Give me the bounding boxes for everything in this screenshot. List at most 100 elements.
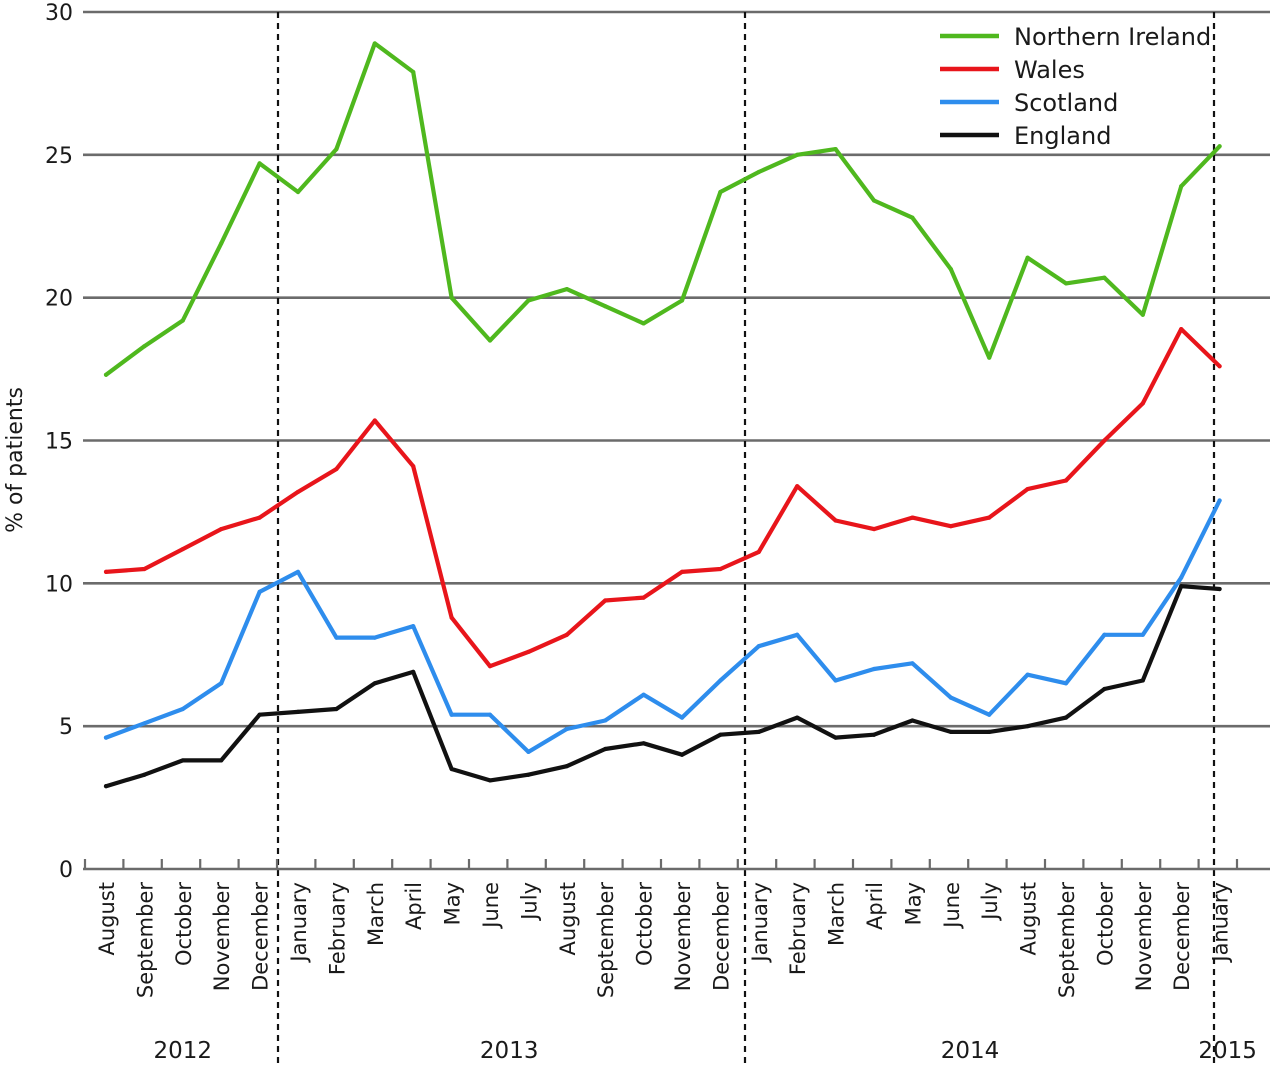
data-point-scotland [1025, 672, 1030, 677]
data-point-england [603, 746, 608, 752]
data-point-northern-ireland [1025, 255, 1030, 260]
data-point-england [564, 764, 569, 769]
year-label: 2013 [480, 1038, 539, 1064]
x-tick-label: January [748, 882, 772, 964]
data-point-scotland [795, 632, 800, 637]
series-line-england [103, 584, 1222, 789]
y-tick-label: 25 [45, 144, 73, 169]
data-point-northern-ireland [910, 215, 915, 220]
data-point-northern-ireland [411, 69, 416, 75]
x-tick-label: May [441, 882, 465, 925]
data-point-northern-ireland [641, 321, 646, 326]
data-point-scotland [372, 635, 377, 640]
data-point-scotland [334, 635, 339, 640]
data-point-scotland [1179, 575, 1184, 580]
data-point-england [411, 669, 416, 674]
data-point-northern-ireland [1140, 312, 1145, 317]
data-point-wales [411, 464, 416, 469]
data-point-scotland [1217, 498, 1222, 503]
legend-label: Northern Ireland [1014, 23, 1211, 51]
data-point-england [449, 766, 454, 772]
data-point-wales [641, 595, 646, 600]
data-point-scotland [411, 624, 416, 629]
data-point-wales [295, 489, 301, 495]
data-point-england [679, 752, 685, 757]
data-point-wales [987, 515, 992, 520]
data-point-england [756, 729, 761, 734]
x-tick-label: August [1017, 882, 1041, 956]
data-point-wales [1063, 478, 1069, 483]
x-tick-label: October [633, 882, 657, 966]
x-tick-label: March [364, 882, 388, 946]
data-point-wales [526, 649, 531, 654]
data-point-scotland [257, 589, 262, 595]
x-tick-label: May [901, 882, 925, 925]
data-point-scotland [180, 706, 185, 712]
data-point-scotland [756, 644, 761, 649]
data-point-england [1102, 686, 1107, 692]
data-point-scotland [833, 678, 838, 683]
data-point-wales [679, 569, 685, 575]
data-point-wales [180, 546, 185, 552]
data-point-northern-ireland [219, 241, 224, 246]
data-point-northern-ireland [987, 355, 992, 360]
data-point-northern-ireland [1179, 184, 1184, 189]
data-point-northern-ireland [334, 147, 339, 152]
x-tick-label: November [671, 882, 695, 992]
data-point-northern-ireland [180, 318, 185, 323]
x-tick-label: December [1170, 882, 1194, 991]
data-point-wales [564, 632, 569, 637]
data-point-wales [257, 515, 262, 520]
data-point-england [334, 706, 339, 712]
data-point-scotland [526, 749, 531, 754]
x-tick-label: December [709, 882, 733, 991]
data-point-wales [219, 526, 224, 532]
data-point-england [718, 732, 723, 737]
data-point-wales [487, 664, 493, 669]
data-point-england [180, 758, 185, 763]
series-line-northern-ireland [103, 41, 1222, 377]
data-point-england [795, 715, 800, 720]
data-point-northern-ireland [295, 189, 301, 195]
data-point-england [1063, 715, 1069, 720]
data-point-wales [1102, 438, 1107, 443]
data-point-england [103, 784, 109, 789]
data-point-northern-ireland [564, 286, 569, 292]
data-point-england [142, 772, 147, 777]
data-point-northern-ireland [718, 189, 723, 195]
data-point-england [372, 681, 377, 686]
data-point-wales [103, 569, 109, 575]
x-tick-label: September [133, 882, 157, 998]
data-point-england [487, 778, 493, 783]
data-point-scotland [1102, 632, 1107, 637]
data-point-england [1025, 724, 1030, 729]
data-point-england [987, 729, 992, 734]
y-tick-label: 20 [45, 287, 73, 312]
data-point-northern-ireland [103, 372, 109, 377]
x-tick-label: January [1209, 882, 1233, 964]
x-tick-label: July [517, 882, 541, 922]
data-point-northern-ireland [372, 41, 377, 46]
x-tick-label: April [402, 882, 426, 930]
data-point-scotland [449, 712, 454, 717]
data-point-wales [603, 598, 608, 603]
y-tick-label: 0 [59, 858, 73, 883]
x-tick-label: November [1132, 882, 1156, 992]
data-point-england [526, 772, 531, 777]
data-point-northern-ireland [142, 344, 147, 349]
data-point-northern-ireland [487, 338, 493, 343]
y-tick-label: 30 [45, 1, 73, 26]
y-tick-label: 10 [45, 572, 73, 597]
data-point-wales [948, 524, 953, 529]
data-point-scotland [603, 718, 608, 723]
x-tick-label: March [825, 882, 849, 946]
data-point-northern-ireland [1102, 275, 1107, 280]
data-point-wales [871, 526, 877, 532]
data-point-wales [449, 615, 454, 620]
data-point-northern-ireland [948, 267, 953, 272]
series-line-wales [103, 327, 1222, 669]
data-point-wales [756, 549, 761, 555]
data-point-northern-ireland [871, 198, 877, 203]
x-tick-label: February [786, 882, 810, 975]
data-point-england [219, 758, 224, 763]
